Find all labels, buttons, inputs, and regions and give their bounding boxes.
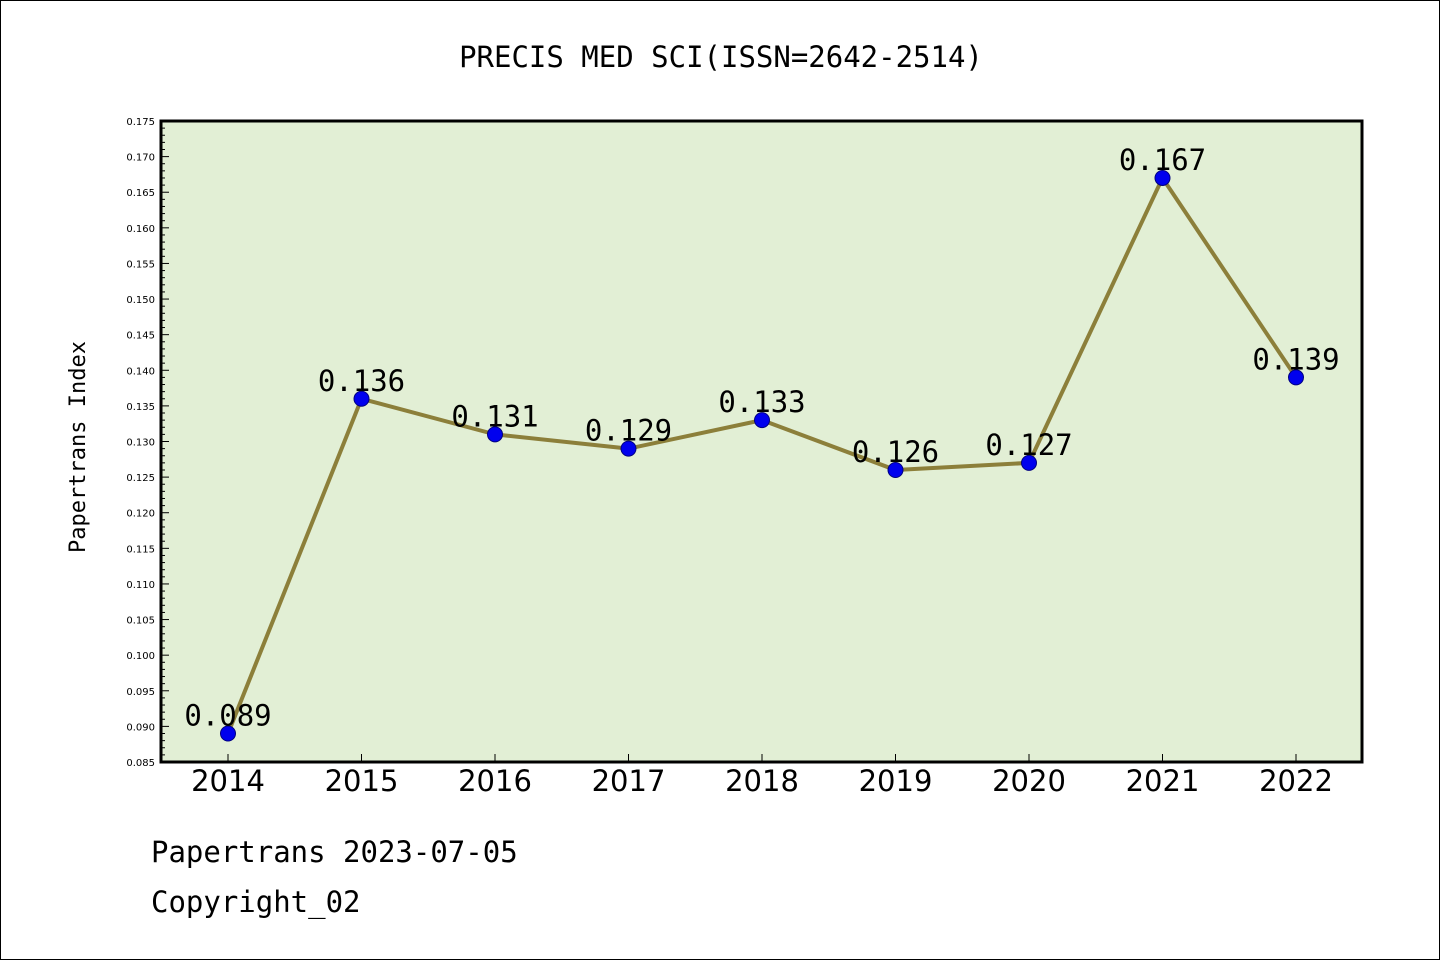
data-markers — [220, 169, 1304, 742]
plot-border — [159, 119, 1364, 764]
plot-area — [161, 121, 1362, 762]
data-label: 0.129 — [585, 414, 672, 448]
x-tick-label: 2018 — [725, 764, 799, 798]
data-point — [754, 412, 770, 429]
y-tick-label: 0.155 — [126, 259, 155, 270]
x-axis-ticks: 2014 2015 2016 2017 2018 2019 2020 2021 2022 — [191, 754, 1333, 798]
x-tick-label: 2022 — [1259, 764, 1333, 798]
data-label: 0.089 — [184, 699, 271, 733]
x-tick-label: 2014 — [191, 764, 265, 798]
x-tick-label: 2015 — [325, 764, 399, 798]
y-tick-label: 0.170 — [126, 153, 155, 164]
y-tick-label: 0.135 — [126, 402, 155, 413]
data-label: 0.131 — [451, 399, 538, 433]
y-tick-label: 0.130 — [126, 438, 155, 449]
data-label: 0.133 — [718, 385, 805, 419]
y-tick-label: 0.115 — [126, 544, 155, 555]
data-label: 0.167 — [1119, 143, 1206, 177]
x-tick-label: 2020 — [992, 764, 1066, 798]
y-tick-label: 0.160 — [126, 224, 155, 235]
x-tick-label: 2021 — [1126, 764, 1200, 798]
data-label: 0.127 — [985, 428, 1072, 462]
data-label: 0.126 — [852, 435, 939, 469]
data-point — [1021, 454, 1037, 471]
y-tick-label: 0.150 — [126, 295, 155, 306]
x-tick-label: 2016 — [458, 764, 532, 798]
data-point — [487, 426, 503, 443]
y-tick-label: 0.165 — [126, 188, 155, 199]
chart-title: PRECIS MED SCI(ISSN=2642-2514) — [459, 40, 983, 74]
y-tick-label: 0.120 — [126, 509, 155, 520]
data-point — [887, 461, 904, 478]
data-point — [1288, 369, 1304, 386]
data-point — [620, 440, 637, 457]
data-point — [1154, 169, 1171, 186]
y-tick-label: 0.090 — [126, 722, 155, 733]
y-tick-label: 0.110 — [126, 580, 155, 591]
y-tick-label: 0.085 — [126, 758, 155, 769]
x-tick-label: 2017 — [592, 764, 666, 798]
y-tick-label: 0.140 — [126, 366, 155, 377]
footer-copyright-line: Copyright_02 — [151, 885, 361, 919]
y-tick-label: 0.175 — [126, 117, 155, 128]
y-tick-label: 0.145 — [126, 331, 155, 342]
footer-date-line: Papertrans 2023-07-05 — [151, 835, 518, 869]
data-label: 0.136 — [318, 364, 405, 398]
y-axis-label: Papertrans Index — [66, 341, 91, 553]
data-label: 0.139 — [1252, 342, 1339, 376]
data-labels: 0.089 0.136 0.131 0.129 0.133 0.126 0.127 0.167… — [184, 143, 1339, 733]
y-tick-label: 0.095 — [126, 687, 155, 698]
y-tick-label: 0.125 — [126, 473, 155, 484]
data-point — [353, 390, 370, 407]
x-tick-label: 2019 — [859, 764, 933, 798]
data-point — [220, 725, 236, 742]
y-tick-label: 0.105 — [126, 616, 155, 627]
y-tick-label: 0.100 — [126, 651, 155, 662]
